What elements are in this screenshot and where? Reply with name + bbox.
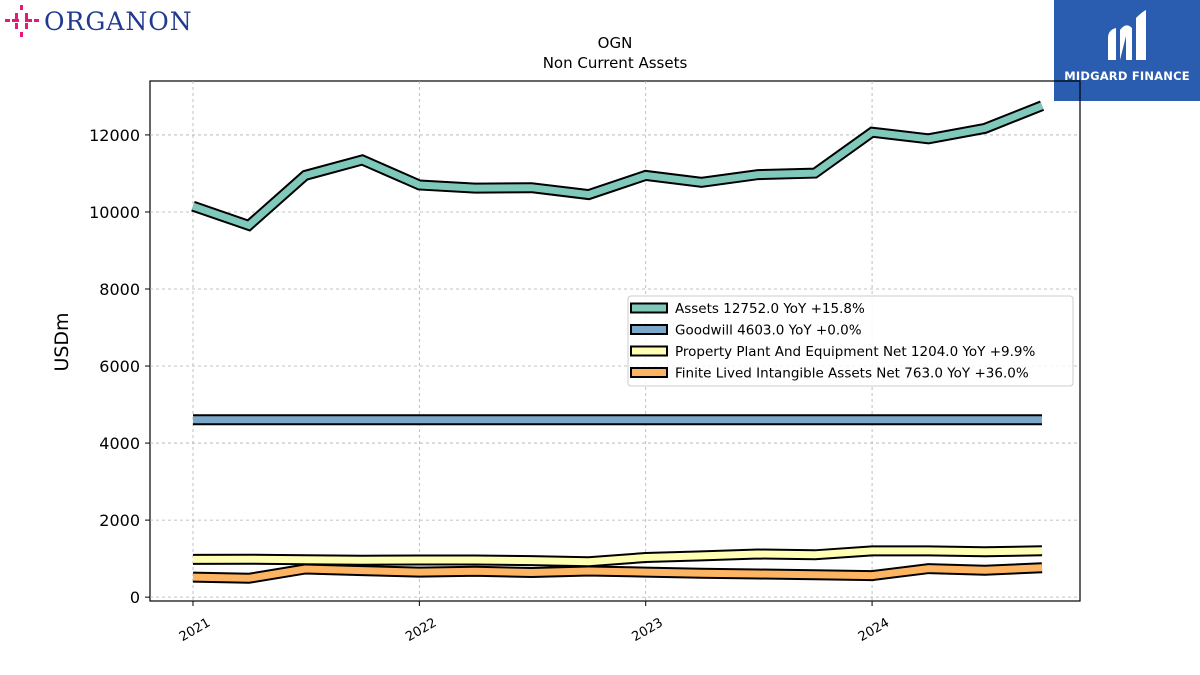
midgard-finance-logo: MIDGARD FINANCE	[1054, 0, 1200, 101]
series-line-1	[191, 102, 1044, 230]
x-axis: 2021 2022 2023 2024	[177, 601, 892, 645]
legend-label: Assets 12752.0 YoY +15.8%	[675, 301, 865, 317]
publisher-logo-text: MIDGARD FINANCE	[1064, 69, 1190, 83]
chart-subtitle: Non Current Assets	[543, 54, 688, 72]
series-line-outline-1	[191, 100, 1045, 232]
legend-label: Finite Lived Intangible Assets Net 763.0…	[675, 366, 1029, 382]
y-tick-label: 4000	[99, 434, 140, 453]
legend-swatch	[630, 345, 668, 357]
x-tick-label: 2022	[403, 615, 439, 645]
y-axis-label: USDm	[51, 312, 73, 371]
midgard-mark-icon	[1108, 10, 1146, 60]
x-tick-label: 2024	[856, 615, 892, 645]
legend-swatch	[630, 302, 668, 314]
x-tick-label: 2021	[177, 615, 213, 645]
plot-frame	[149, 80, 1081, 602]
legend-swatch	[630, 367, 668, 378]
series-layer	[191, 100, 1045, 584]
y-tick-label: 8000	[99, 280, 140, 299]
chart-title: OGN	[598, 34, 633, 52]
y-tick-label: 0	[130, 588, 140, 607]
organon-logo: ORGANON	[4, 4, 193, 38]
legend-box	[627, 295, 1074, 387]
legend-label: Goodwill 4603.0 YoY +0.0%	[675, 323, 862, 339]
y-tick-label: 2000	[99, 511, 140, 530]
organon-mark-icon	[5, 5, 39, 37]
company-logo-text: ORGANON	[44, 6, 193, 36]
y-axis: 0 2000 4000 6000 8000 10000 12000	[89, 126, 150, 607]
y-tick-label: 10000	[89, 203, 140, 222]
legend-label: Property Plant And Equipment Net 1204.0 …	[675, 344, 1035, 360]
y-tick-label: 6000	[99, 357, 140, 376]
legend-swatch	[630, 324, 668, 335]
series-line-4	[192, 564, 1043, 582]
series-line-3	[192, 547, 1043, 566]
y-tick-label: 12000	[89, 126, 140, 145]
x-tick-label: 2023	[630, 615, 666, 645]
legend: Assets 12752.0 YoY +15.8% Goodwill 4603.0…	[627, 295, 1074, 387]
